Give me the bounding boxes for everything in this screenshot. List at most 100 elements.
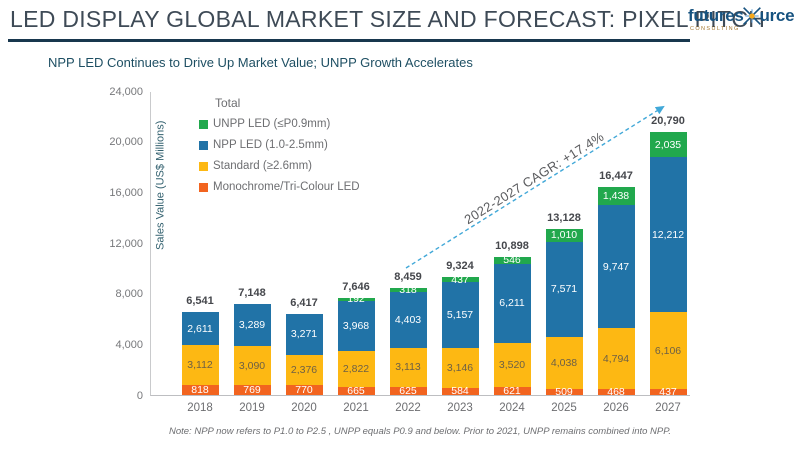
segment-value-label: 584 xyxy=(451,385,469,398)
y-tick-label: 16,000 xyxy=(109,186,143,199)
segment-value-label: 621 xyxy=(503,385,521,398)
segment-value-label: 4,038 xyxy=(550,356,578,369)
segment-value-label: 546 xyxy=(503,254,521,267)
segment-value-label: 3,146 xyxy=(446,361,474,374)
segment-value-label: 3,271 xyxy=(290,328,318,341)
x-tick-label: 2024 xyxy=(499,402,525,414)
bar-segment: 4,038 xyxy=(545,337,583,389)
bar-segment: 4,403 xyxy=(389,291,427,348)
y-tick-label: 24,000 xyxy=(109,85,143,98)
segment-value-label: 4,403 xyxy=(394,313,422,326)
y-tick-label: 12,000 xyxy=(109,237,143,250)
legend-item-label: Monochrome/Tri-Colour LED xyxy=(213,181,360,193)
x-tick-label: 2023 xyxy=(447,402,473,414)
bar-segment: 2,822 xyxy=(337,350,375,387)
stacked-bar-2018: 6,541 2,611 3,112 818 xyxy=(181,295,219,396)
legend-swatch-icon xyxy=(199,140,208,150)
bar-segment: 1,010 xyxy=(545,228,583,242)
logo-text-suffix: urce xyxy=(759,6,795,25)
footnote: Note: NPP now refers to P1.0 to P2.5 , U… xyxy=(168,426,671,437)
bar-segment: 3,090 xyxy=(233,346,271,386)
bar-segment: 625 xyxy=(389,385,427,397)
stacked-bar-2021: 7,646 192 3,968 2,822 665 xyxy=(337,281,375,397)
segment-value-label: 437 xyxy=(451,273,469,286)
segment-value-label: 468 xyxy=(607,386,625,398)
segment-value-label: 3,112 xyxy=(187,358,213,371)
bar-total-label: 7,646 xyxy=(342,281,370,294)
x-tick-label: 2021 xyxy=(343,402,369,414)
segment-value-label: 9,747 xyxy=(602,260,630,273)
bar-segment: 621 xyxy=(493,385,531,397)
stacked-bar-2020: 6,417 3,271 2,376 770 xyxy=(285,297,323,396)
y-tick-label: 20,000 xyxy=(109,136,143,149)
stacked-bar-2023: 9,324 437 5,157 3,146 584 xyxy=(441,260,479,397)
segment-value-label: 665 xyxy=(347,384,365,397)
bar-segment: 770 xyxy=(285,384,323,396)
segment-value-label: 6,106 xyxy=(654,344,682,357)
legend-item-label: UNPP LED (≤P0.9mm) xyxy=(213,118,331,130)
bar-segment: 584 xyxy=(441,385,479,397)
stacked-bar-2025: 13,128 1,010 7,571 4,038 509 xyxy=(545,212,583,398)
bar-segment: 546 xyxy=(493,254,531,266)
bar-segment: 3,289 xyxy=(233,304,271,347)
bar-segment: 818 xyxy=(181,384,219,396)
segment-value-label: 1,438 xyxy=(602,189,630,202)
stacked-bar-2019: 7,148 3,289 3,090 769 xyxy=(233,287,271,396)
segment-value-label: 7,571 xyxy=(550,283,578,296)
bar-segment: 3,113 xyxy=(389,347,427,388)
legend-item: Monochrome/Tri-Colour LED xyxy=(199,181,360,193)
bar-segment: 192 xyxy=(337,293,375,305)
segment-value-label: 3,289 xyxy=(238,319,266,332)
legend-swatch-icon xyxy=(199,161,208,171)
stacked-bar-2024: 10,898 546 6,211 3,520 621 xyxy=(493,240,531,397)
segment-value-label: 625 xyxy=(399,385,417,398)
segment-value-label: 770 xyxy=(295,384,313,397)
bar-segment: 7,571 xyxy=(545,241,583,338)
legend-item-label: NPP LED (1.0-2.5mm) xyxy=(213,139,328,151)
bar-segment: 3,146 xyxy=(441,347,479,388)
bar-segment: 318 xyxy=(389,284,427,296)
logo-tagline: CONSULTING xyxy=(690,26,740,32)
bar-segment: 6,211 xyxy=(493,263,531,343)
segment-value-label: 6,211 xyxy=(499,297,525,310)
futuresource-logo: futures urce CONSULTING xyxy=(688,6,795,32)
stacked-bar-2027: 20,790 2,035 12,212 6,106 437 xyxy=(649,115,687,398)
legend-swatch-icon xyxy=(199,182,208,192)
bar-total-label: 9,324 xyxy=(446,259,474,272)
x-tick-label: 2026 xyxy=(603,402,629,414)
bar-segment: 437 xyxy=(441,274,479,286)
bar-segment: 6,106 xyxy=(649,312,687,390)
bar-segment: 509 xyxy=(545,386,583,398)
segment-value-label: 318 xyxy=(399,283,417,296)
logo-text-prefix: futures xyxy=(688,6,744,25)
segment-value-label: 3,968 xyxy=(342,319,370,332)
chart-subtitle: NPP LED Continues to Drive Up Market Val… xyxy=(48,55,473,70)
segment-value-label: 12,212 xyxy=(651,228,685,241)
y-tick-label: 8,000 xyxy=(115,288,143,301)
y-tick-label: 4,000 xyxy=(115,338,143,351)
bar-segment: 437 xyxy=(649,386,687,398)
bar-total-label: 16,447 xyxy=(599,169,633,182)
bar-segment: 12,212 xyxy=(649,157,687,313)
segment-value-label: 3,090 xyxy=(238,359,266,372)
bar-segment: 3,112 xyxy=(181,345,219,385)
legend-swatch-icon xyxy=(199,119,208,129)
bar-segment: 9,747 xyxy=(597,204,635,329)
legend-header: Total xyxy=(215,96,241,110)
segment-value-label: 2,611 xyxy=(187,322,213,335)
bar-total-label: 6,417 xyxy=(290,296,318,309)
segment-value-label: 3,113 xyxy=(395,361,421,374)
bar-segment: 3,520 xyxy=(493,342,531,388)
segment-value-label: 2,035 xyxy=(654,138,682,151)
bar-segment: 665 xyxy=(337,385,375,397)
bar-segment: 4,794 xyxy=(597,328,635,390)
legend-item: NPP LED (1.0-2.5mm) xyxy=(199,139,360,151)
segment-value-label: 3,520 xyxy=(498,358,526,371)
bar-segment: 1,438 xyxy=(597,186,635,205)
bar-total-label: 10,898 xyxy=(495,239,529,252)
bar-segment: 3,968 xyxy=(337,300,375,351)
legend-item: Standard (≥2.6mm) xyxy=(199,160,360,172)
segment-value-label: 2,822 xyxy=(342,362,370,375)
y-tick-label: 0 xyxy=(136,389,143,402)
bar-total-label: 8,459 xyxy=(394,270,422,283)
